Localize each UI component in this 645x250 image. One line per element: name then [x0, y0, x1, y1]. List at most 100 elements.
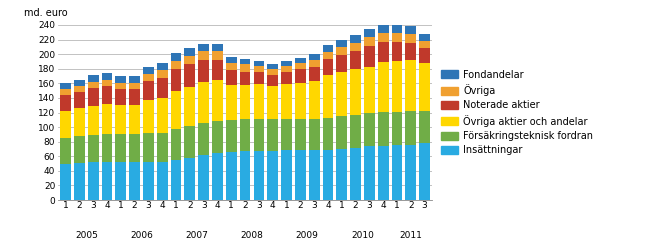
Bar: [295, 150, 306, 200]
Bar: [212, 51, 223, 60]
Bar: [240, 151, 250, 200]
Bar: [267, 151, 278, 200]
Bar: [405, 26, 416, 34]
Bar: [143, 81, 154, 100]
Bar: [295, 58, 306, 63]
Bar: [88, 162, 99, 200]
Bar: [405, 34, 416, 42]
Bar: [309, 81, 319, 119]
Bar: [281, 66, 292, 72]
Bar: [392, 61, 402, 112]
Bar: [309, 54, 319, 60]
Bar: [129, 82, 140, 89]
Bar: [60, 95, 71, 111]
Bar: [419, 111, 430, 143]
Bar: [129, 134, 140, 162]
Bar: [240, 72, 250, 85]
Bar: [364, 66, 375, 113]
Bar: [350, 50, 361, 70]
Bar: [88, 135, 99, 162]
Bar: [143, 66, 154, 74]
Bar: [309, 66, 319, 81]
Bar: [350, 70, 361, 115]
Bar: [157, 78, 168, 98]
Bar: [295, 63, 306, 70]
Bar: [143, 100, 154, 133]
Bar: [171, 69, 181, 90]
Bar: [212, 60, 223, 80]
Bar: [295, 82, 306, 119]
Bar: [226, 120, 237, 152]
Text: 2009: 2009: [296, 230, 319, 239]
Text: 2011: 2011: [399, 230, 422, 239]
Bar: [88, 75, 99, 82]
Bar: [322, 150, 333, 200]
Bar: [184, 87, 195, 126]
Bar: [171, 54, 181, 61]
Bar: [74, 86, 85, 92]
Bar: [212, 80, 223, 121]
Bar: [226, 85, 237, 120]
Bar: [419, 41, 430, 48]
Bar: [267, 86, 278, 119]
Bar: [198, 155, 209, 200]
Bar: [171, 61, 181, 69]
Bar: [378, 42, 388, 62]
Bar: [378, 112, 388, 146]
Bar: [226, 70, 237, 85]
Bar: [322, 118, 333, 150]
Bar: [378, 33, 388, 42]
Bar: [129, 105, 140, 134]
Legend: Fondandelar, Övriga, Noterade aktier, Övriga aktier och andelar, Försäkringstekn: Fondandelar, Övriga, Noterade aktier, Öv…: [441, 70, 593, 155]
Bar: [281, 150, 292, 200]
Bar: [240, 119, 250, 151]
Bar: [378, 24, 388, 33]
Bar: [198, 44, 209, 51]
Bar: [60, 111, 71, 138]
Bar: [157, 63, 168, 70]
Bar: [74, 136, 85, 163]
Bar: [226, 57, 237, 63]
Bar: [60, 138, 71, 164]
Bar: [88, 88, 99, 106]
Text: 2010: 2010: [351, 230, 374, 239]
Bar: [198, 51, 209, 60]
Text: 2007: 2007: [185, 230, 208, 239]
Bar: [102, 73, 112, 80]
Bar: [392, 33, 402, 42]
Bar: [74, 92, 85, 108]
Bar: [378, 62, 388, 112]
Bar: [157, 98, 168, 133]
Bar: [157, 70, 168, 78]
Bar: [74, 80, 85, 86]
Bar: [184, 126, 195, 158]
Bar: [336, 47, 347, 55]
Bar: [336, 72, 347, 116]
Bar: [405, 111, 416, 144]
Bar: [102, 104, 112, 134]
Bar: [226, 63, 237, 70]
Bar: [267, 64, 278, 69]
Bar: [253, 84, 264, 119]
Bar: [60, 89, 71, 95]
Bar: [378, 146, 388, 200]
Bar: [129, 76, 140, 82]
Text: md. euro: md. euro: [25, 8, 68, 18]
Bar: [309, 119, 319, 150]
Bar: [392, 42, 402, 61]
Bar: [309, 150, 319, 200]
Bar: [171, 128, 181, 160]
Bar: [281, 72, 292, 84]
Bar: [392, 24, 402, 33]
Bar: [364, 38, 375, 46]
Bar: [115, 89, 126, 105]
Bar: [405, 144, 416, 200]
Bar: [198, 82, 209, 123]
Text: 2008: 2008: [241, 230, 263, 239]
Bar: [102, 80, 112, 86]
Bar: [129, 89, 140, 105]
Bar: [281, 119, 292, 150]
Bar: [392, 145, 402, 200]
Bar: [364, 113, 375, 146]
Bar: [267, 119, 278, 151]
